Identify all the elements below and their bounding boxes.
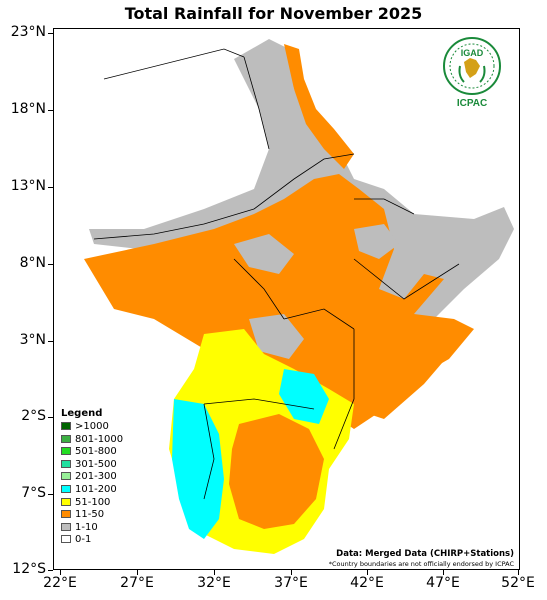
y-tick-label: 18°N xyxy=(10,101,46,117)
legend-label: 0-1 xyxy=(75,534,92,546)
region-orange-redsea xyxy=(284,44,354,169)
map-title: Total Rainfall for November 2025 xyxy=(124,4,423,23)
legend-item: 501-800 xyxy=(61,446,161,459)
x-tick-label: 27°E xyxy=(120,575,154,591)
legend-label: 1-10 xyxy=(75,521,98,533)
x-tick-mark xyxy=(60,570,61,575)
region-cyan-101-200-central xyxy=(279,369,329,424)
legend-item: 0-1 xyxy=(61,534,161,547)
x-tick-mark xyxy=(214,570,215,575)
x-tick-label: 37°E xyxy=(274,575,308,591)
legend-label: 201-300 xyxy=(75,471,117,483)
region-gray-pocket-3 xyxy=(249,314,304,359)
x-tick-mark xyxy=(443,570,444,575)
y-tick-mark xyxy=(48,264,53,265)
y-tick-label: 7°S xyxy=(21,485,46,501)
legend-swatch xyxy=(61,497,71,506)
x-tick-mark xyxy=(518,570,519,575)
x-tick-mark xyxy=(137,570,138,575)
legend-label: 101-200 xyxy=(75,483,117,495)
region-orange-tanzania xyxy=(229,414,324,529)
data-source-note: Data: Merged Data (CHIRP+Stations) xyxy=(336,549,514,559)
y-tick-label: 3°N xyxy=(19,332,46,348)
logo-igad-text: IGAD xyxy=(461,48,484,58)
legend-title: Legend xyxy=(61,408,103,419)
legend-label: >1000 xyxy=(75,421,109,432)
legend-item: 201-300 xyxy=(61,471,161,484)
legend-label: 301-500 xyxy=(75,458,117,470)
legend-label: 11-50 xyxy=(75,509,105,521)
legend-item: 301-500 xyxy=(61,459,161,472)
legend-item: >1000 xyxy=(61,421,161,434)
legend-swatch xyxy=(61,459,71,468)
y-tick-mark xyxy=(48,570,53,571)
region-gray-pocket-1 xyxy=(234,234,294,274)
region-gray-pocket-2 xyxy=(354,224,399,259)
legend-item: 11-50 xyxy=(61,509,161,522)
y-tick-label: 8°N xyxy=(19,255,46,271)
disclaimer-note: *Country boundaries are not officially e… xyxy=(328,560,514,568)
legend-label: 801-1000 xyxy=(75,433,124,445)
legend-swatch xyxy=(61,472,71,481)
logo-emblem-icon: IGAD ICPAC xyxy=(443,37,501,109)
logo-icpac-text: ICPAC xyxy=(457,98,487,109)
x-tick-label: 22°E xyxy=(43,575,77,591)
rainfall-map xyxy=(79,39,514,554)
icpac-logo: IGAD ICPAC xyxy=(440,36,504,110)
legend: Legend >1000 801-1000 501-800 301-500 201-30… xyxy=(61,408,161,547)
legend-item: 101-200 xyxy=(61,484,161,497)
region-white-0-1 xyxy=(79,49,264,239)
y-tick-mark xyxy=(48,341,53,342)
legend-item: 801-1000 xyxy=(61,434,161,447)
country-borders xyxy=(93,48,460,500)
x-tick-mark xyxy=(291,570,292,575)
y-tick-mark xyxy=(48,187,53,188)
legend-swatch xyxy=(61,522,71,531)
x-tick-label: 42°E xyxy=(350,575,384,591)
legend-item: 1-10 xyxy=(61,522,161,535)
region-cyan-101-200-west xyxy=(172,399,224,539)
y-tick-label: 2°S xyxy=(21,408,46,424)
y-tick-label: 12°S xyxy=(12,561,46,577)
legend-item: 51-100 xyxy=(61,497,161,510)
legend-swatch xyxy=(61,510,71,519)
y-tick-label: 23°N xyxy=(10,24,46,40)
legend-swatch xyxy=(61,535,71,544)
map-panel xyxy=(53,28,520,570)
y-tick-mark xyxy=(48,33,53,34)
x-tick-label: 47°E xyxy=(426,575,460,591)
x-tick-label: 32°E xyxy=(197,575,231,591)
legend-swatch xyxy=(61,484,71,493)
region-orange-somalia xyxy=(354,319,454,419)
y-tick-mark xyxy=(48,494,53,495)
y-tick-label: 13°N xyxy=(10,178,46,194)
legend-swatch xyxy=(61,434,71,443)
y-tick-mark xyxy=(48,417,53,418)
x-tick-label: 52°E xyxy=(501,575,535,591)
legend-swatch xyxy=(61,447,71,456)
y-tick-mark xyxy=(48,110,53,111)
x-tick-mark xyxy=(367,570,368,575)
legend-swatch xyxy=(61,422,71,430)
legend-label: 501-800 xyxy=(75,446,117,458)
legend-label: 51-100 xyxy=(75,496,111,508)
